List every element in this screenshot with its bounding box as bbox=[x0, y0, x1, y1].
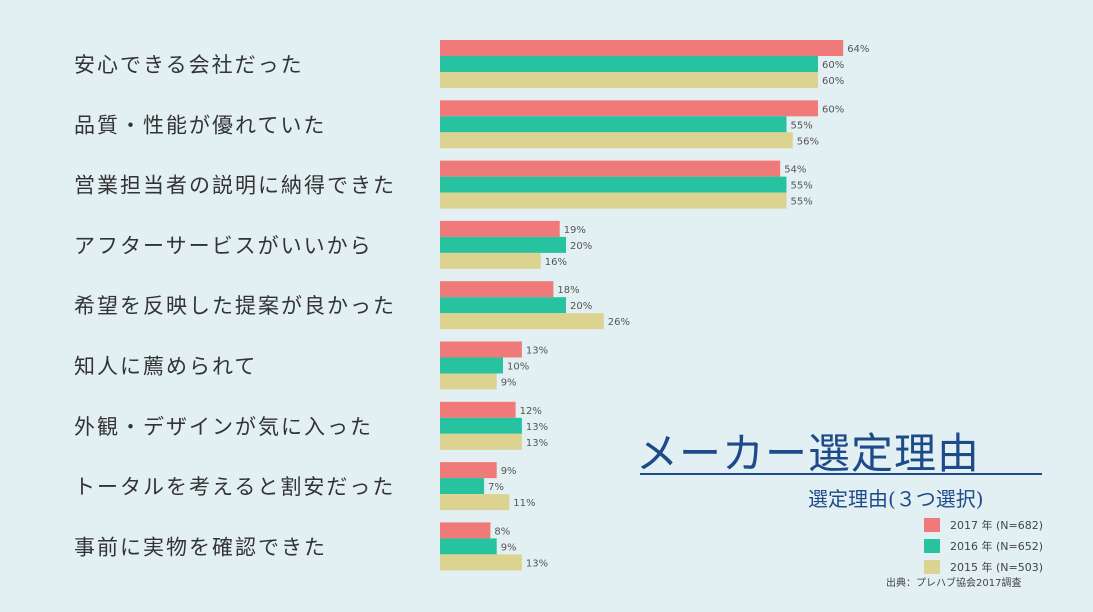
bar-value-label: 55% bbox=[791, 181, 813, 192]
category-label: 事前に実物を確認できた bbox=[74, 535, 327, 559]
legend-swatch-2017 bbox=[924, 517, 940, 532]
bar-value-label: 9% bbox=[501, 378, 517, 389]
bar bbox=[440, 494, 510, 511]
legend-swatch-2015 bbox=[924, 559, 940, 574]
chart-subtitle: 選定理由(３つ選択) bbox=[808, 487, 984, 511]
bar bbox=[440, 56, 818, 72]
legend-item-2017: 2017 年 (N=682) bbox=[924, 514, 1043, 535]
bar-value-label: 55% bbox=[791, 120, 813, 131]
chart-title: メーカー選定理由 bbox=[636, 429, 981, 478]
bar bbox=[440, 313, 604, 330]
category-label: 品質・性能が優れていた bbox=[74, 113, 326, 137]
bar bbox=[440, 462, 497, 479]
category-label: 外観・デザインが気に入った bbox=[74, 415, 373, 439]
bar bbox=[440, 522, 491, 539]
title-underline bbox=[640, 473, 1042, 475]
bar bbox=[440, 176, 787, 193]
bar-value-label: 60% bbox=[822, 60, 844, 71]
bar bbox=[440, 281, 554, 298]
bar-value-label: 26% bbox=[608, 317, 630, 328]
bar bbox=[440, 478, 485, 495]
bar-value-label: 16% bbox=[545, 257, 567, 268]
bar-value-label: 8% bbox=[494, 526, 510, 537]
bar bbox=[440, 538, 497, 555]
bar bbox=[440, 373, 497, 390]
bar bbox=[440, 220, 560, 237]
bar-value-label: 18% bbox=[557, 285, 579, 296]
bar bbox=[440, 357, 503, 374]
bar-value-label: 54% bbox=[784, 165, 806, 176]
bar bbox=[440, 252, 541, 269]
category-label: 安心できる会社だった bbox=[74, 53, 304, 77]
category-label: アフターサービスがいいから bbox=[74, 234, 373, 258]
bar bbox=[440, 236, 566, 253]
bar-value-label: 13% bbox=[526, 558, 548, 569]
bar-value-label: 9% bbox=[501, 542, 517, 553]
bar bbox=[440, 417, 522, 434]
bar-value-label: 55% bbox=[791, 197, 813, 208]
bar bbox=[440, 100, 818, 117]
bar bbox=[440, 297, 566, 314]
bar-value-label: 60% bbox=[822, 76, 844, 87]
bar-value-label: 13% bbox=[526, 422, 548, 433]
bar bbox=[440, 116, 787, 133]
legend-swatch-2016 bbox=[924, 538, 940, 553]
legend-item-2015: 2015 年 (N=503) bbox=[924, 556, 1043, 577]
bar-value-label: 13% bbox=[526, 438, 548, 449]
bar bbox=[440, 554, 522, 571]
bar-value-label: 12% bbox=[520, 406, 542, 417]
legend-label-2016: 2016 年 (N=652) bbox=[950, 539, 1044, 553]
bar bbox=[440, 72, 818, 88]
bar-value-label: 19% bbox=[564, 225, 586, 236]
bar-value-label: 7% bbox=[488, 482, 504, 493]
bar bbox=[440, 401, 516, 418]
bar bbox=[440, 433, 522, 450]
bar-value-label: 13% bbox=[526, 346, 548, 357]
legend-label-2017: 2017 年 (N=682) bbox=[950, 518, 1044, 532]
bar bbox=[440, 40, 844, 56]
bar-value-label: 20% bbox=[570, 241, 592, 252]
category-label: 希望を反映した提案が良かった bbox=[74, 294, 396, 318]
category-label: 知人に薦められて bbox=[74, 355, 257, 379]
bar-value-label: 11% bbox=[513, 498, 535, 509]
category-label: 営業担当者の説明に納得できた bbox=[74, 174, 396, 198]
chart-legend: 2017 年 (N=682) 2016 年 (N=652) 2015 年 (N=… bbox=[924, 514, 1043, 577]
bar bbox=[440, 132, 793, 149]
legend-item-2016: 2016 年 (N=652) bbox=[924, 535, 1043, 556]
bar-value-label: 20% bbox=[570, 301, 592, 312]
bar bbox=[440, 160, 781, 177]
bar-value-label: 9% bbox=[501, 466, 517, 477]
legend-label-2015: 2015 年 (N=503) bbox=[950, 560, 1044, 574]
bar-value-label: 60% bbox=[822, 104, 844, 115]
bar bbox=[440, 192, 787, 209]
bar-value-label: 56% bbox=[797, 136, 819, 147]
bar-value-label: 64% bbox=[847, 44, 869, 55]
source-note: 出典：プレハブ協会2017調査 bbox=[886, 578, 1022, 589]
category-label: トータルを考えると割安だった bbox=[74, 475, 395, 499]
bar bbox=[440, 341, 522, 358]
bar-value-label: 10% bbox=[507, 362, 529, 373]
